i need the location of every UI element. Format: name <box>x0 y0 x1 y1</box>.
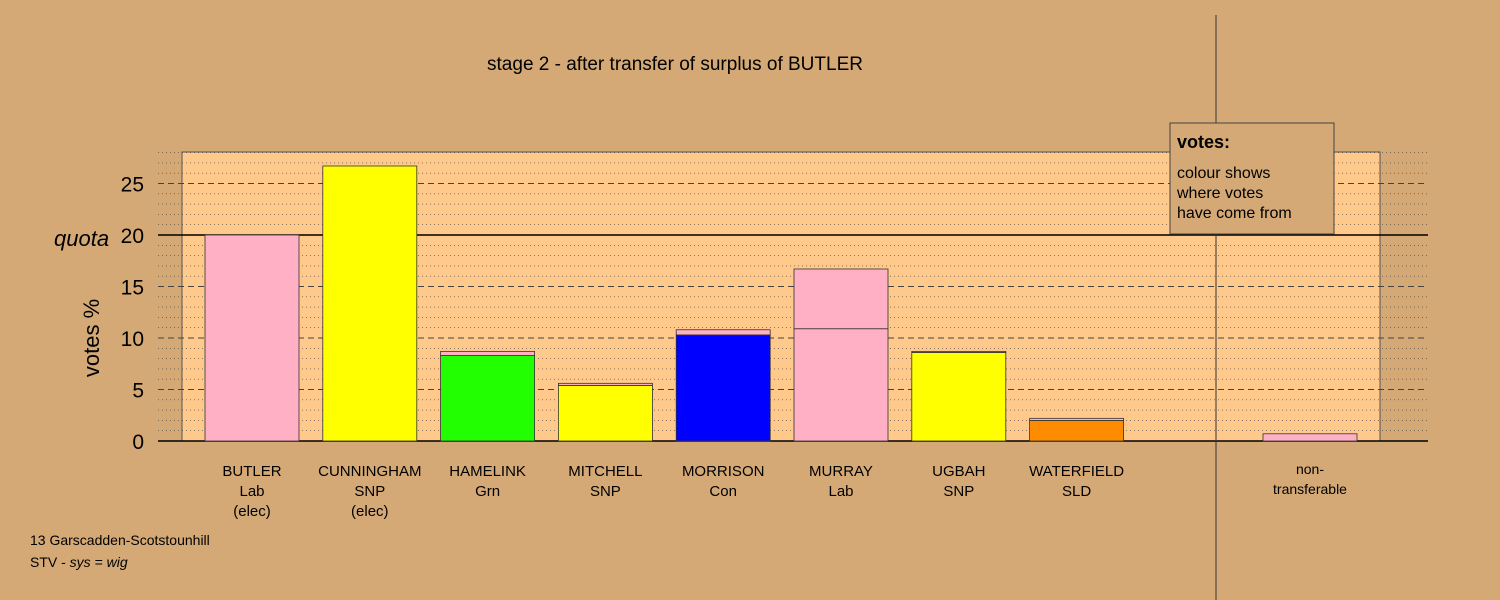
x-tick-label: BUTLER <box>222 463 281 480</box>
bar-segment <box>1262 433 1358 442</box>
chart-title: stage 2 - after transfer of surplus of B… <box>487 54 863 75</box>
y-tick-label: 5 <box>132 380 144 403</box>
y-axis-ticks: 0 5 10 15 20 25 <box>121 174 144 455</box>
quota-label: quota <box>54 226 109 251</box>
legend-line: where votes <box>1176 185 1263 202</box>
x-tick-label: (elec) <box>233 503 271 520</box>
legend: votes: colour shows where votes have com… <box>1169 122 1335 235</box>
x-tick-label: WATERFIELD <box>1029 463 1124 480</box>
x-tick-label: (elec) <box>351 503 389 520</box>
bar-segment <box>793 268 889 330</box>
x-tick-label: SLD <box>1062 483 1091 500</box>
y-tick-label: 10 <box>121 328 144 351</box>
bar-segment <box>558 384 653 442</box>
bar-segment <box>911 350 1007 353</box>
x-tick-label: SNP <box>354 483 385 500</box>
y-tick-label: 25 <box>121 174 144 197</box>
legend-line: colour shows <box>1177 165 1270 182</box>
x-tick-label: SNP <box>943 483 974 500</box>
x-axis-labels: BUTLER Lab (elec) CUNNINGHAM SNP (elec) HAMELI… <box>222 461 1347 520</box>
x-tick-label: non- <box>1296 461 1324 477</box>
bar-segment <box>440 355 536 442</box>
x-tick-label: MURRAY <box>809 463 873 480</box>
bar-segment <box>1029 419 1124 442</box>
x-tick-label: CUNNINGHAM <box>318 463 421 480</box>
system-prefix: STV - <box>30 554 70 570</box>
x-tick-label: transferable <box>1273 481 1347 497</box>
bar-segment <box>558 382 653 386</box>
y-tick-label: 0 <box>132 431 144 454</box>
x-tick-label: SNP <box>590 483 621 500</box>
system-label: STV - sys = wig <box>30 554 128 570</box>
bar-segment <box>675 334 771 442</box>
constituency-label: 13 Garscadden-Scotstounhill <box>30 532 210 548</box>
legend-line: have come from <box>1177 205 1292 222</box>
bars <box>204 165 1358 442</box>
x-tick-label: HAMELINK <box>449 463 526 480</box>
legend-title: votes: <box>1177 132 1230 152</box>
x-tick-label: Lab <box>828 483 853 500</box>
x-tick-label: MITCHELL <box>568 463 642 480</box>
y-tick-label: 15 <box>121 277 144 300</box>
bar-segment <box>793 328 889 442</box>
bar-segment <box>675 329 771 336</box>
bar-segment <box>440 350 536 356</box>
x-tick-label: UGBAH <box>932 463 985 480</box>
x-tick-label: Con <box>709 483 737 500</box>
bar-segment <box>911 352 1007 442</box>
x-tick-label: MORRISON <box>682 463 765 480</box>
x-tick-label: Grn <box>475 483 500 500</box>
system-italic: sys = wig <box>69 554 128 570</box>
bar-segment <box>204 234 300 442</box>
bar-segment <box>1029 417 1124 421</box>
legend-box <box>1169 122 1335 235</box>
y-tick-label: 20 <box>121 225 144 248</box>
x-tick-label: Lab <box>239 483 264 500</box>
y-axis-label: votes % <box>79 299 104 377</box>
bar-segment <box>322 165 418 442</box>
